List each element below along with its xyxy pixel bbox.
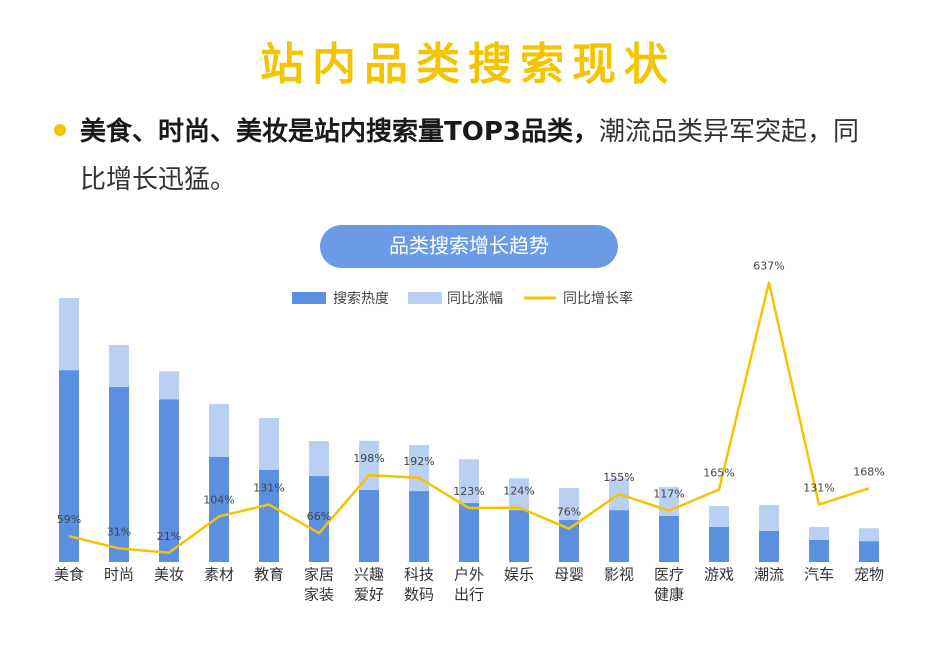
data-label: 192% <box>403 455 434 468</box>
legend-label: 搜索热度 <box>333 290 389 307</box>
data-label: 21% <box>157 530 181 543</box>
x-tick-label: 教育 <box>254 566 284 584</box>
data-label: 123% <box>453 485 484 498</box>
x-tick-label: 医疗 <box>654 566 684 584</box>
bar <box>759 530 779 562</box>
bar <box>359 440 379 490</box>
bar <box>709 506 729 528</box>
legend-swatch <box>408 292 442 304</box>
bar <box>409 445 429 492</box>
bar <box>709 527 729 562</box>
bar <box>109 387 129 562</box>
x-tick-label: 宠物 <box>854 566 884 584</box>
bar <box>509 510 529 562</box>
bar <box>859 528 879 542</box>
bar <box>209 457 229 562</box>
x-tick-label: 出行 <box>454 586 484 604</box>
x-tick-label: 数码 <box>404 586 434 604</box>
bar <box>809 539 829 562</box>
bar <box>859 541 879 562</box>
x-tick-label: 游戏 <box>704 566 734 584</box>
x-tick-label: 科技 <box>404 566 434 584</box>
x-tick-label: 时尚 <box>104 566 134 584</box>
bar <box>759 504 779 531</box>
bar <box>609 510 629 562</box>
bar <box>559 519 579 562</box>
bar <box>509 478 529 511</box>
bar <box>309 476 329 562</box>
bullet-dot <box>54 124 66 136</box>
x-tick-label: 影视 <box>604 566 634 584</box>
legend-label: 同比增长率 <box>563 290 633 307</box>
data-label: 198% <box>353 452 384 465</box>
x-tick-label: 娱乐 <box>504 566 534 584</box>
data-label: 131% <box>253 482 284 495</box>
data-label: 131% <box>803 482 834 495</box>
bar <box>59 297 79 371</box>
x-tick-label: 美妆 <box>154 566 184 584</box>
bullet-bold: 美食、时尚、美妆是站内搜索量TOP3品类， <box>80 117 599 147</box>
bullet-normal: 潮流品类异军突起，同比增长迅猛。 <box>80 117 860 195</box>
data-label: 168% <box>853 465 884 478</box>
bar <box>659 515 679 562</box>
data-label: 66% <box>307 510 331 523</box>
chart-title: 品类搜索增长趋势 <box>389 234 549 258</box>
bar <box>109 344 129 388</box>
x-tick-label: 家装 <box>304 586 334 604</box>
bar <box>59 370 79 562</box>
data-label: 31% <box>107 525 131 538</box>
x-tick-label: 潮流 <box>754 566 784 584</box>
x-tick-label: 素材 <box>204 566 234 584</box>
bar <box>159 371 179 400</box>
x-tick-label: 汽车 <box>804 566 834 584</box>
data-label: 637% <box>753 260 784 273</box>
legend-swatch <box>292 292 326 304</box>
bar <box>259 418 279 470</box>
bar <box>409 491 429 562</box>
x-tick-label: 家居 <box>304 566 334 584</box>
bar <box>459 459 479 504</box>
data-label: 165% <box>703 467 734 480</box>
line <box>68 281 870 555</box>
bar <box>159 399 179 562</box>
page-title: 站内品类搜索现状 <box>260 39 676 90</box>
bullet-text: 美食、时尚、美妆是站内搜索量TOP3品类，潮流品类异军突起，同比增长迅猛。 <box>80 108 880 204</box>
bar <box>359 489 379 562</box>
bar <box>209 403 229 458</box>
data-label: 104% <box>203 493 234 506</box>
bar <box>459 503 479 562</box>
data-label: 76% <box>557 506 581 519</box>
bar <box>809 527 829 540</box>
bar <box>259 469 279 562</box>
bar <box>309 441 329 477</box>
x-tick-label: 户外 <box>454 566 484 584</box>
x-tick-label: 美食 <box>54 566 84 584</box>
bar <box>559 488 579 520</box>
x-tick-label: 兴趣 <box>354 566 384 584</box>
chart-title-pill <box>320 225 618 268</box>
data-label: 124% <box>503 485 534 498</box>
data-label: 117% <box>653 488 684 501</box>
data-label: 155% <box>603 471 634 484</box>
data-label: 59% <box>57 513 81 526</box>
x-tick-label: 爱好 <box>354 586 384 604</box>
legend-label: 同比涨幅 <box>447 291 503 307</box>
x-tick-label: 母婴 <box>554 566 584 584</box>
x-tick-label: 健康 <box>654 586 684 604</box>
